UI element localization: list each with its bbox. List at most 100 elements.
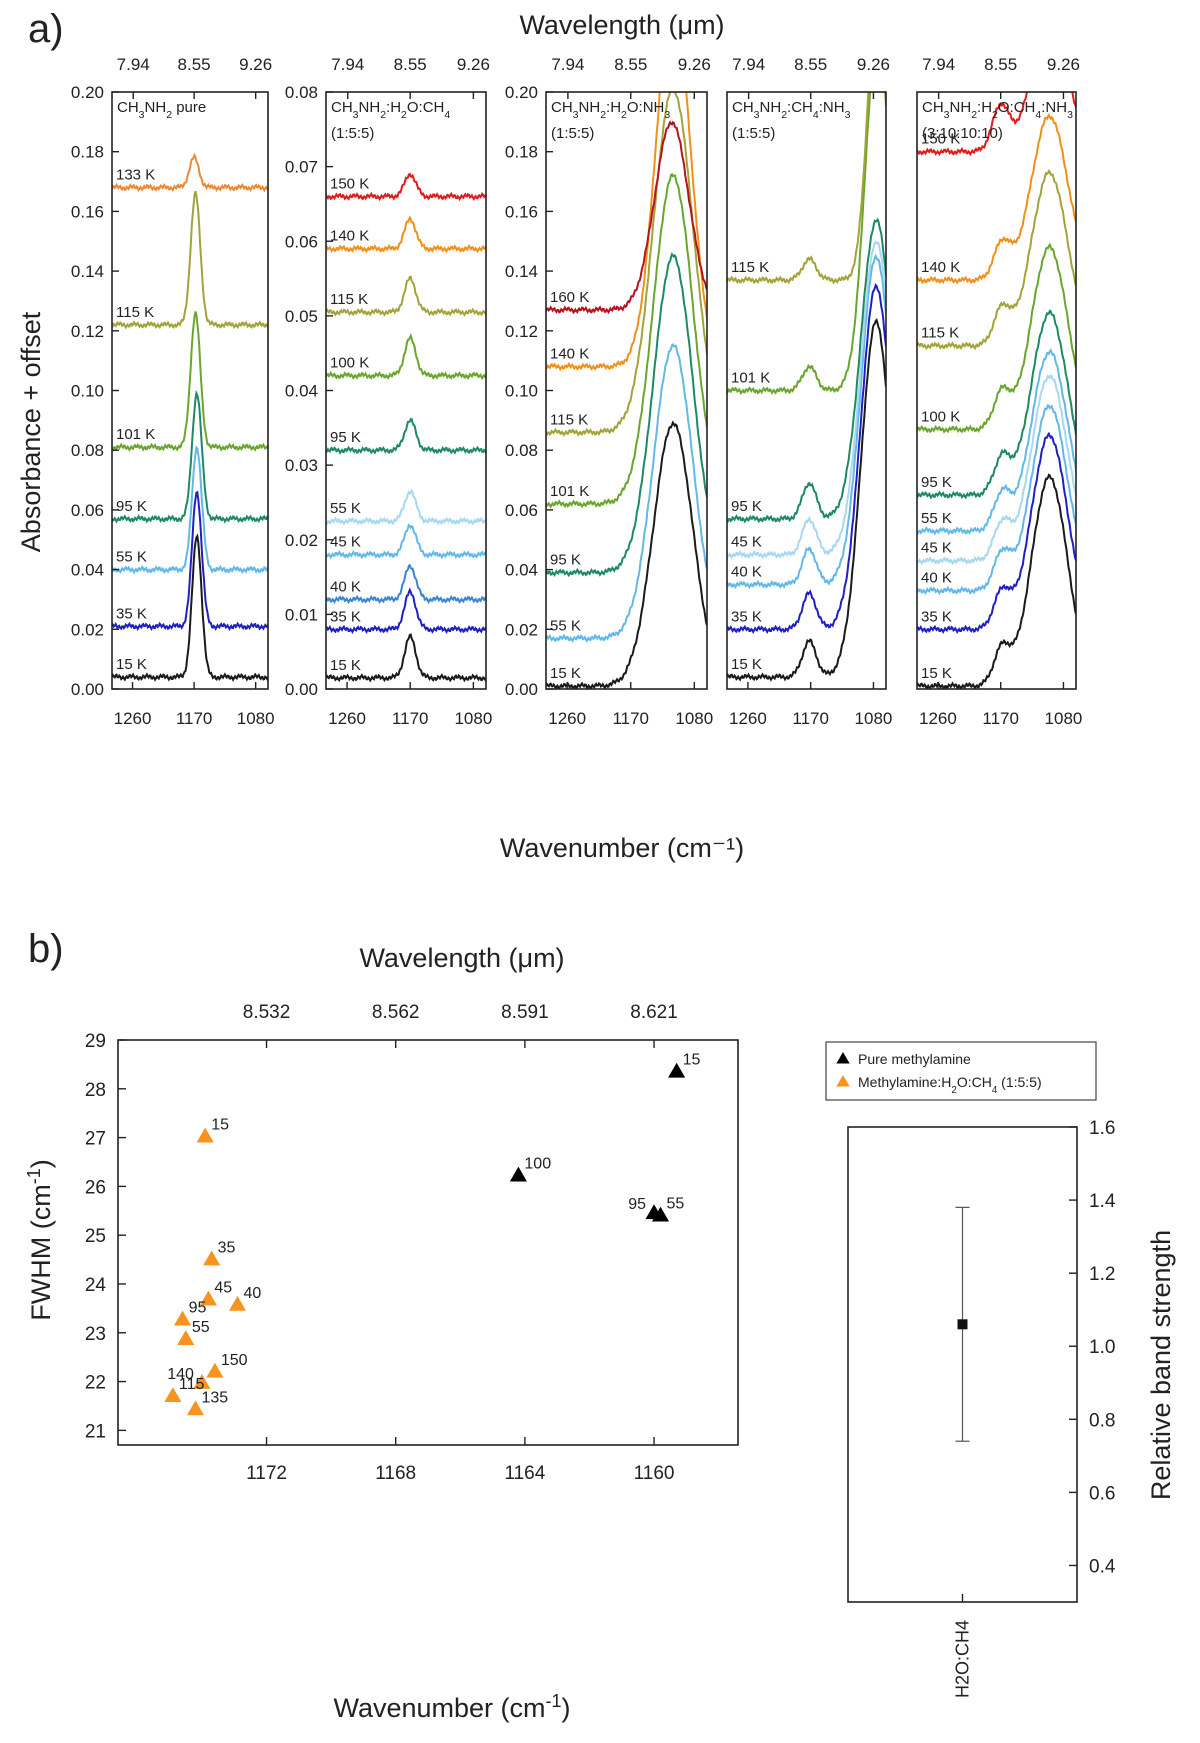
- subscript: 2: [380, 109, 386, 121]
- series-line-115K: [727, 92, 870, 285]
- series-line-45K: [326, 523, 486, 560]
- top-tick-label: 8.55: [614, 55, 647, 74]
- y-tick-label: 25: [85, 1226, 106, 1247]
- x-tick-label: 1170: [982, 709, 1019, 728]
- series-label: 140 K: [921, 259, 960, 276]
- text-part: CH: [117, 99, 139, 116]
- top-tick-label: 9.26: [857, 55, 890, 74]
- series-line-140K: [546, 92, 707, 372]
- y-tick-label: 21: [85, 1421, 106, 1442]
- y-tick-label: 0.08: [505, 441, 538, 460]
- panel-subtitle: (3:10:10:10): [922, 125, 1003, 142]
- top-tick-label: 8.621: [630, 1002, 678, 1023]
- subscript: 3: [573, 109, 579, 121]
- panel-a: a) Wavelength (μm) Absorbance + offset W…: [16, 7, 1083, 863]
- x-axis-label-text: ): [562, 1693, 571, 1723]
- series-label: 45 K: [330, 534, 361, 551]
- y-tick-label: 24: [85, 1275, 107, 1296]
- text-part: O:CH: [407, 99, 445, 116]
- data-point: [651, 1206, 670, 1222]
- top-tick-label: 8.55: [178, 55, 211, 74]
- series-label: 55 K: [550, 617, 581, 634]
- text-part: CH: [331, 99, 353, 116]
- legend-label: Pure methylamine: [858, 1051, 971, 1067]
- point-label: 15: [211, 1117, 229, 1134]
- subscript: 4: [444, 109, 450, 121]
- data-point: [177, 1330, 195, 1345]
- series-line-95K: [112, 389, 268, 524]
- text-part: :H: [386, 99, 401, 116]
- text-part: :CH: [787, 99, 813, 116]
- series-line-101K: [727, 92, 886, 396]
- y-axis-label-text: FWHM (cm: [26, 1184, 56, 1320]
- panel-a-y-label: Absorbance + offset: [16, 311, 46, 552]
- plot-frame: [726, 91, 887, 690]
- legend-box: [825, 1041, 1097, 1101]
- series-label: 15 K: [550, 665, 581, 682]
- series-line-95K: [326, 418, 486, 455]
- series-label: 115 K: [330, 291, 368, 308]
- series-label: 35 K: [731, 608, 762, 625]
- point-label: 45: [214, 1280, 232, 1297]
- subscript: 3: [664, 109, 670, 121]
- top-tick-label: 9.26: [678, 55, 711, 74]
- series-label: 100 K: [330, 355, 369, 372]
- category-label: H2O:CH4: [953, 1620, 973, 1698]
- y-tick-label: 0.02: [505, 620, 538, 639]
- series-line-55K: [326, 488, 486, 526]
- x-tick-label: 1170: [792, 709, 829, 728]
- y-tick-label: 28: [85, 1080, 106, 1101]
- subscript: 3: [944, 109, 950, 121]
- y-tick-label: 0.00: [505, 680, 538, 699]
- point-label: 95: [628, 1196, 646, 1213]
- x-tick-label: 1160: [634, 1463, 675, 1484]
- series-line-35K: [917, 431, 1076, 635]
- series-label: 160 K: [550, 289, 589, 306]
- y-tick-label: 0.00: [71, 680, 104, 699]
- panel-title: CH3NH2:H2O:NH3: [551, 99, 670, 121]
- y-tick-label: 0.08: [71, 441, 104, 460]
- y-tick-label: 22: [85, 1373, 106, 1394]
- y-tick-label: 0.10: [71, 382, 104, 401]
- subscript: 3: [845, 109, 851, 121]
- series-line-40K: [917, 403, 1076, 596]
- point-label: 55: [667, 1196, 685, 1213]
- series-line-100K: [326, 333, 486, 381]
- top-tick-label: 9.26: [239, 55, 272, 74]
- subscript: 3: [139, 109, 145, 121]
- panel-title: CH3NH2:H2O:CH4:NH3: [922, 99, 1073, 121]
- series-label: 101 K: [116, 426, 155, 443]
- point-label: 55: [192, 1319, 210, 1336]
- point-label: 95: [189, 1300, 207, 1317]
- subscript: 2: [951, 1085, 956, 1096]
- text-part: :NH: [1041, 99, 1067, 116]
- y-tick-label: 0.10: [505, 382, 538, 401]
- series-label: 45 K: [731, 534, 762, 551]
- y-tick-label: 0.16: [505, 202, 538, 221]
- y-tick-label: 0.14: [505, 262, 538, 281]
- panel-title: CH3NH2:H2O:CH4: [331, 99, 450, 121]
- text-part: CH: [732, 99, 754, 116]
- text-part: Pure methylamine: [858, 1051, 971, 1067]
- series-line-40K: [326, 563, 486, 605]
- y-tick-label: 0.4: [1089, 1556, 1116, 1577]
- top-tick-label: 8.562: [372, 1002, 420, 1023]
- y-tick-label: 0.18: [505, 143, 538, 162]
- subscript: 2: [621, 109, 627, 121]
- y-tick-label: 0.8: [1089, 1410, 1115, 1431]
- curves: [112, 152, 268, 682]
- data-point: [228, 1295, 247, 1311]
- x-tick-label: 1080: [1045, 709, 1083, 728]
- x-tick-label: 1170: [612, 709, 649, 728]
- series-line-115K: [546, 92, 707, 437]
- panel-b: b) Wavelength (μm) 1172 1168 1164 1160 8.532…: [24, 927, 1176, 1723]
- superscript: -1: [546, 1691, 562, 1711]
- series-label: 40 K: [731, 564, 762, 581]
- series-line-55K: [546, 342, 707, 643]
- series-line-150K: [326, 172, 486, 202]
- y-tick-label: 0.05: [285, 307, 318, 326]
- y-tick-label: 0.06: [285, 232, 318, 251]
